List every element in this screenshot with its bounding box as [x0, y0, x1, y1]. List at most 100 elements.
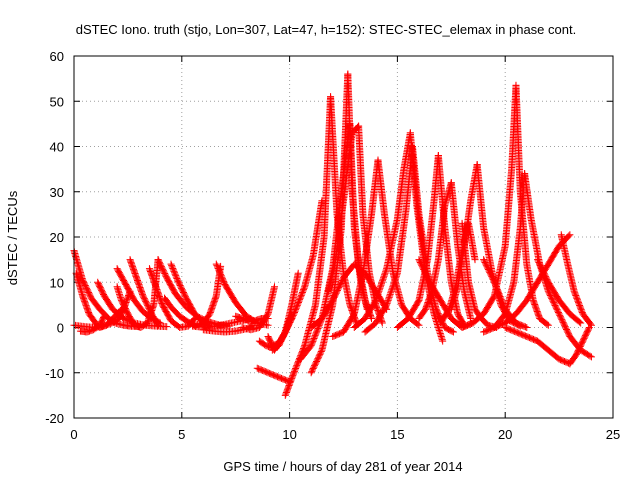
data-point-marker: [310, 334, 318, 342]
data-point-marker: [216, 269, 224, 277]
data-point-marker: [171, 270, 179, 278]
data-point-marker: [388, 286, 396, 294]
data-point-marker: [298, 288, 306, 296]
data-point-marker: [379, 275, 387, 283]
data-point-marker: [300, 284, 308, 292]
data-point-marker: [385, 293, 393, 301]
data-point-marker: [163, 323, 171, 331]
x-tick-label: 25: [606, 427, 620, 442]
data-point-marker: [387, 289, 395, 297]
data-point-marker: [377, 281, 385, 289]
data-point-marker: [215, 267, 223, 275]
x-tick-label: 15: [390, 427, 404, 442]
y-tick-label: -10: [45, 366, 64, 381]
series-29: [324, 122, 363, 295]
data-point-marker: [317, 348, 325, 356]
data-point-marker: [215, 266, 223, 274]
data-point-marker: [391, 277, 399, 285]
data-point-marker: [376, 283, 384, 291]
series-23: [271, 197, 326, 354]
series-54: [501, 324, 574, 368]
series-7: [126, 256, 162, 329]
data-point-marker: [214, 265, 222, 273]
data-point-marker: [372, 296, 380, 304]
data-point-marker: [377, 280, 385, 288]
data-point-marker: [439, 337, 447, 345]
data-point-marker: [299, 287, 307, 295]
x-tick-label: 0: [70, 427, 77, 442]
data-point-marker: [415, 321, 423, 329]
data-point-marker: [312, 330, 320, 338]
data-point-marker: [217, 270, 225, 278]
data-point-marker: [308, 340, 316, 348]
data-point-marker: [169, 264, 177, 272]
y-tick-label: 60: [50, 49, 64, 64]
data-point-marker: [219, 276, 227, 284]
data-point-marker: [373, 292, 381, 300]
data-point-marker: [313, 326, 321, 334]
y-tick-label: 40: [50, 140, 64, 155]
series-16: [238, 283, 279, 334]
series-17: [232, 312, 272, 325]
y-tick-label: 0: [57, 321, 64, 336]
data-point-marker: [314, 324, 322, 332]
data-point-marker: [387, 287, 395, 295]
data-point-marker: [309, 337, 317, 345]
chart-title: dSTEC Iono. truth (stjo, Lon=307, Lat=47…: [76, 22, 576, 37]
data-point-marker: [296, 296, 304, 304]
data-point-marker: [218, 273, 226, 281]
data-point-marker: [293, 360, 301, 368]
data-point-marker: [171, 269, 179, 277]
data-point-marker: [172, 272, 180, 280]
data-point-marker: [307, 342, 315, 350]
data-point-marker: [308, 339, 316, 347]
data-point-marker: [293, 362, 301, 370]
data-point-marker: [100, 313, 108, 321]
data-point-marker: [313, 327, 321, 335]
data-point-marker: [264, 314, 272, 322]
data-point-marker: [168, 263, 176, 271]
data-point-marker: [214, 263, 222, 271]
data-point-marker: [290, 310, 298, 318]
data-point-marker: [291, 366, 299, 374]
y-axis-label: dSTEC / TECUs: [5, 190, 20, 285]
data-point-marker: [382, 268, 390, 276]
data-point-marker: [376, 284, 384, 292]
data-point-marker: [471, 256, 479, 264]
series-22: [281, 93, 335, 399]
data-point-marker: [381, 269, 389, 277]
data-point-marker: [318, 197, 326, 205]
y-tick-label: -20: [45, 411, 64, 426]
data-point-marker: [372, 295, 380, 303]
series-6: [113, 265, 164, 327]
data-point-marker: [212, 260, 220, 268]
series-53: [557, 231, 595, 329]
data-point-marker: [386, 290, 394, 298]
data-point-marker: [298, 290, 306, 298]
data-point-marker: [294, 269, 302, 277]
data-point-marker: [385, 295, 393, 303]
x-tick-label: 10: [282, 427, 296, 442]
data-point-marker: [168, 262, 176, 270]
data-point-marker: [292, 363, 300, 371]
data-point-marker: [100, 312, 108, 320]
series-34: [350, 129, 414, 331]
x-tick-label: 5: [178, 427, 185, 442]
y-tick-label: 30: [50, 185, 64, 200]
x-tick-label: 20: [498, 427, 512, 442]
data-point-marker: [292, 304, 300, 312]
data-point-marker: [293, 301, 301, 309]
data-point-marker: [378, 278, 386, 286]
data-point-marker: [295, 297, 303, 305]
data-point-marker: [311, 332, 319, 340]
data-point-marker: [294, 359, 302, 367]
data-point-marker: [292, 306, 300, 314]
data-point-marker: [217, 272, 225, 280]
data-markers: [70, 70, 595, 399]
data-point-marker: [218, 275, 226, 283]
data-point-marker: [380, 272, 388, 280]
series-20: [268, 269, 302, 354]
data-point-marker: [297, 291, 305, 299]
data-point-marker: [296, 294, 304, 302]
